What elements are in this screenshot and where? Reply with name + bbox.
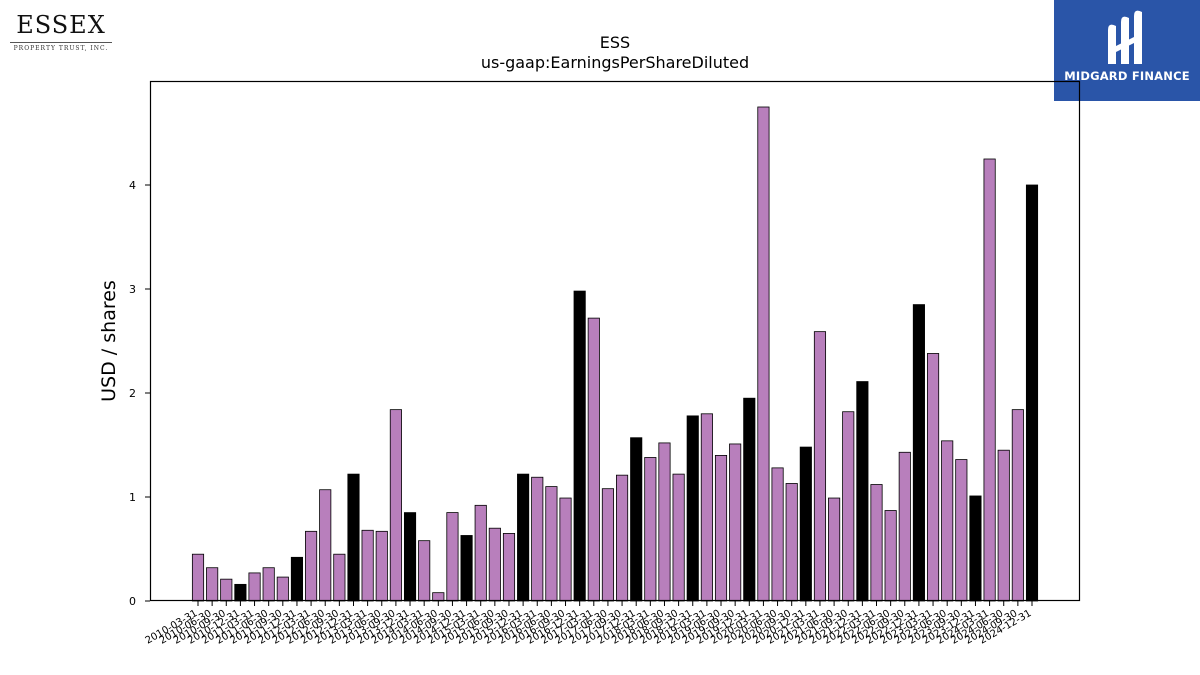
bar-2024-09-30 [1011,409,1024,602]
y-tick-label: 4 [129,179,136,192]
essex-logo: ESSEX PROPERTY TRUST, INC. [6,10,116,52]
bar-2023-12-31 [969,495,982,602]
bar-2017-12-31 [630,437,643,602]
essex-logo-subtitle: PROPERTY TRUST, INC. [13,45,109,52]
bar-2024-12-31 [1025,184,1039,602]
bar-2023-06-30 [941,440,954,602]
bar-2023-03-31 [927,353,940,602]
essex-logo-rule [10,42,112,43]
bar-2013-06-30 [375,530,388,602]
bar-2024-06-30 [997,449,1010,602]
bar-2016-12-31 [573,290,586,602]
bar-2012-03-31 [305,530,318,602]
y-tick-label: 1 [129,491,136,504]
y-axis-label: USD / shares [98,280,120,402]
bar-2022-06-30 [884,510,897,602]
bar-2012-06-30 [319,489,332,602]
bar-2019-12-31 [743,397,756,602]
bar-2020-06-30 [771,467,784,602]
bar-2011-03-31 [248,572,261,602]
bar-2011-09-30 [276,576,289,602]
bar-2014-12-31 [460,535,473,602]
bar-2020-03-31 [757,106,770,602]
bar-2021-06-30 [828,497,841,602]
bar-2022-12-31 [912,304,925,602]
bar-2014-09-30 [446,512,459,602]
bars-group [191,106,1039,602]
bar-2019-03-31 [700,413,713,602]
bar-2010-12-31 [234,583,247,602]
bar-2013-12-31 [403,512,417,602]
bar-2015-12-31 [517,473,530,602]
bar-2015-09-30 [502,533,516,602]
y-tick-label: 3 [129,283,136,296]
bar-2019-09-30 [729,443,742,602]
bar-2010-06-30 [206,567,219,602]
bar-2014-03-31 [418,540,431,602]
bar-2018-12-31 [686,415,699,602]
bar-2021-12-31 [856,381,869,602]
chart-title: ESS [600,33,630,52]
bar-2016-06-30 [545,486,558,602]
bar-2022-03-31 [870,484,883,602]
bar-2012-09-30 [333,553,346,602]
bar-2020-12-31 [799,446,812,602]
bar-2021-03-31 [813,331,827,602]
bar-2024-03-31 [983,158,996,602]
bar-2012-12-31 [347,473,360,602]
y-tick-label: 0 [129,595,136,608]
chart-subtitle: us-gaap:EarningsPerShareDiluted [481,53,749,72]
bar-2010-03-31 [191,553,205,602]
midgard-logo-name: MIDGARD FINANCE [1064,69,1190,83]
x-ticks-group: 2010-03-312010-06-302010-09-302010-12-31… [144,601,1034,647]
bar-2015-03-31 [474,504,487,602]
y-ticks-group: 0 1 2 3 4 [129,179,150,608]
bar-2023-09-30 [955,459,968,602]
bar-2016-09-30 [559,497,572,602]
bar-2020-09-30 [785,483,798,602]
bar-2011-12-31 [290,556,304,602]
bar-2014-06-30 [432,592,445,602]
bar-2018-06-30 [658,442,671,602]
bar-2016-03-31 [531,476,544,602]
bar-2018-03-31 [644,457,657,602]
plot-frame [149,80,1081,602]
bar-2017-06-30 [601,488,614,602]
bar-2017-09-30 [616,474,629,602]
bar-2022-09-30 [898,451,911,602]
bar-2013-03-31 [361,529,374,602]
bar-2013-09-30 [389,409,402,602]
bar-2015-06-30 [488,527,501,602]
y-tick-label: 2 [129,387,136,400]
essex-logo-name: ESSEX [16,11,106,39]
bar-2018-09-30 [672,473,685,602]
bar-2010-09-30 [220,578,233,602]
bar-2021-09-30 [842,411,855,602]
midgard-mark-icon [1108,10,1142,65]
bar-2019-06-30 [714,454,728,602]
bar-2017-03-31 [587,317,600,602]
bar-2011-06-30 [262,567,275,602]
midgard-finance-logo: MIDGARD FINANCE [1054,0,1200,101]
